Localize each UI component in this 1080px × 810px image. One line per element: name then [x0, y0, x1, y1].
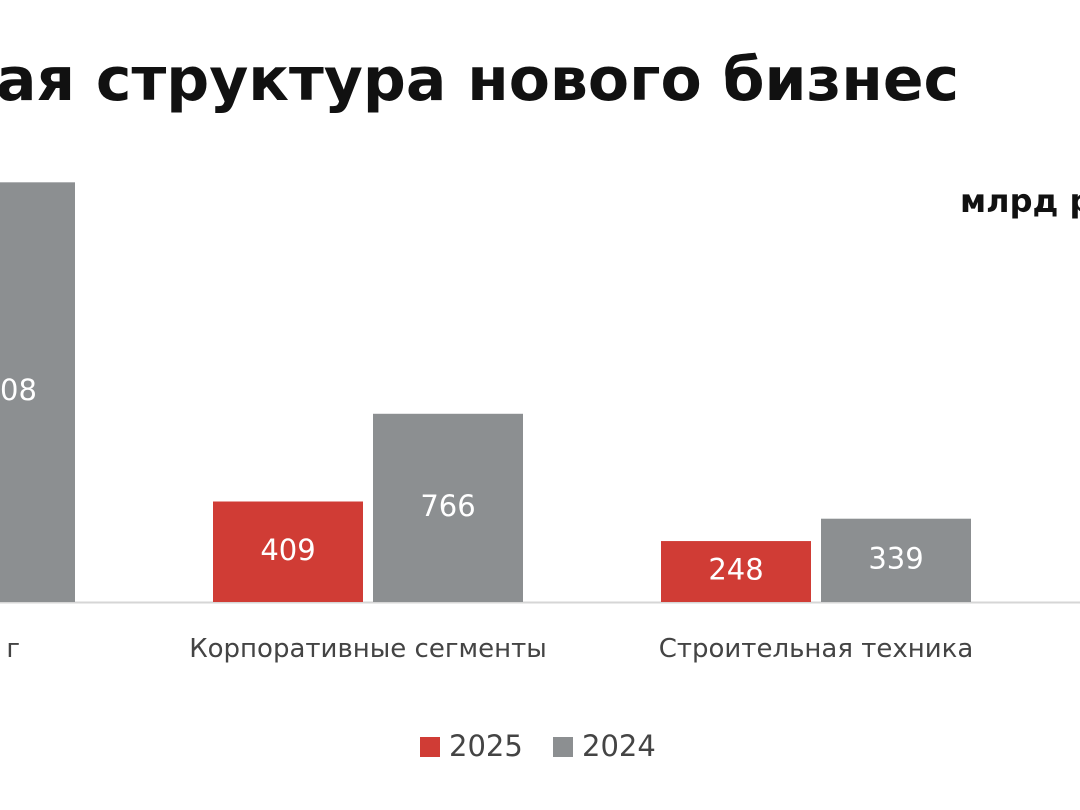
bar: [821, 518, 971, 602]
x-tick-label: Корпоративные сегменты: [189, 634, 547, 664]
bar: [661, 541, 811, 602]
value-label: 1708: [0, 373, 37, 407]
value-label: 766: [420, 489, 475, 523]
bar: [213, 501, 363, 602]
legend-label: 2025: [449, 729, 523, 763]
legend-label: 2024: [582, 729, 656, 763]
value-label: 409: [260, 533, 315, 567]
x-tick-label: г: [6, 634, 20, 664]
x-tick-label: Строительная техника: [659, 634, 974, 664]
bar: [0, 182, 75, 602]
legend-swatch: [420, 737, 440, 757]
value-label: 339: [868, 541, 923, 575]
legend-swatch: [553, 737, 573, 757]
chart-title: ая структура нового бизнес: [0, 45, 959, 115]
unit-label: млрд р: [960, 182, 1080, 220]
value-label: 248: [708, 553, 763, 587]
bar: [373, 413, 523, 602]
